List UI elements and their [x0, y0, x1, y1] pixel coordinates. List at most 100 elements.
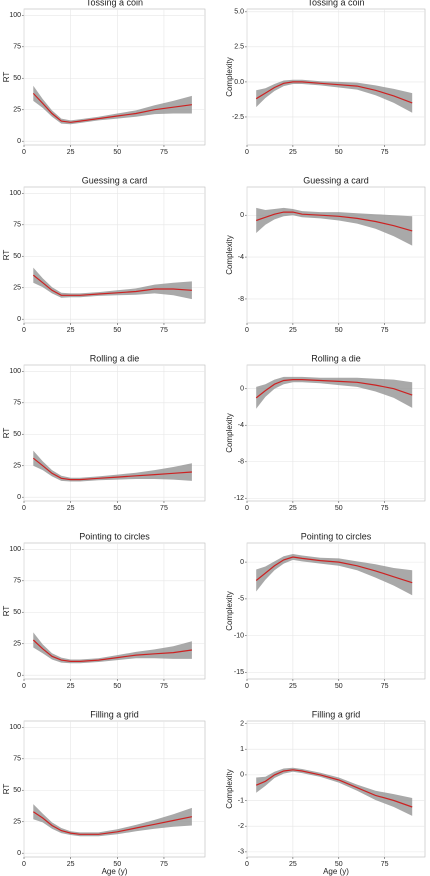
y-axis-label: Complexity: [225, 57, 234, 97]
x-tick-label: 50: [113, 149, 121, 156]
plot-frame: [23, 186, 206, 324]
y-tick-label: -8: [238, 296, 244, 303]
confidence-band: [33, 450, 192, 482]
y-tick-label: -2: [238, 823, 244, 830]
y-tick-label: 100: [9, 546, 21, 553]
y-tick-label: 0: [240, 212, 244, 219]
y-tick-label: 25: [13, 463, 21, 470]
x-tick-label: 25: [289, 149, 297, 156]
fit-line: [255, 379, 413, 399]
y-tick-label: 75: [13, 756, 21, 763]
x-tick-label: 25: [67, 505, 75, 512]
y-tick-label: 75: [13, 44, 21, 51]
y-tick-label: -3: [238, 849, 244, 856]
plot-frame: [246, 8, 426, 146]
y-tick-label: 0: [17, 316, 21, 323]
panel-title: Rolling a die: [90, 353, 140, 363]
y-tick-label: 25: [13, 285, 21, 292]
plot-frame: [23, 720, 206, 858]
y-tick-label: 100: [9, 368, 21, 375]
y-axis-label: Complexity: [225, 769, 234, 809]
x-tick-label: 0: [22, 861, 26, 868]
y-tick-label: -12: [234, 495, 244, 502]
x-axis-label: Age (y): [323, 867, 349, 876]
fit-line: [256, 211, 413, 232]
y-axis-label: Complexity: [225, 235, 234, 275]
y-axis-label: RT: [2, 784, 11, 795]
y-tick-label: 2: [240, 720, 244, 727]
panel-title: Pointing to circles: [301, 531, 372, 541]
y-tick-label: -4: [238, 422, 244, 429]
confidence-band: [256, 79, 413, 113]
y-tick-label: -8: [238, 459, 244, 466]
plot-frame: [23, 364, 206, 502]
panel-title: Rolling a die: [311, 353, 361, 363]
fit-line: [32, 457, 192, 481]
y-tick-label: 0: [240, 772, 244, 779]
y-tick-label: 0: [17, 138, 21, 145]
fit-line: [32, 92, 192, 123]
panel-title: Filling a grid: [90, 709, 139, 719]
x-tick-label: 50: [113, 861, 121, 868]
x-tick-label: 75: [160, 327, 168, 334]
x-tick-label: 0: [245, 505, 249, 512]
y-axis-label: Complexity: [225, 413, 234, 453]
y-tick-label: 75: [13, 222, 21, 229]
y-tick-label: 1: [240, 746, 244, 753]
y-tick-label: 50: [13, 787, 21, 794]
confidence-band: [256, 554, 413, 596]
x-tick-label: 25: [289, 327, 297, 334]
y-tick-label: 50: [13, 75, 21, 82]
fit-line: [255, 769, 413, 808]
panel-title: Tossing a coin: [86, 0, 143, 7]
y-tick-label: 100: [9, 12, 21, 19]
x-tick-label: 75: [381, 149, 389, 156]
x-tick-label: 50: [335, 861, 343, 868]
x-tick-label: 50: [113, 505, 121, 512]
plot-frame: [246, 720, 426, 858]
y-tick-label: 0: [240, 559, 244, 566]
x-tick-label: 25: [67, 149, 75, 156]
panel-title: Pointing to circles: [79, 531, 150, 541]
x-axis-label: Age (y): [102, 867, 128, 876]
y-axis-label: RT: [2, 72, 11, 83]
x-tick-label: 75: [381, 327, 389, 334]
x-tick-label: 0: [22, 683, 26, 690]
y-tick-label: 0: [17, 494, 21, 501]
panel-title: Guessing a card: [303, 175, 369, 185]
y-axis-label: RT: [2, 606, 11, 617]
x-tick-label: 0: [22, 505, 26, 512]
x-tick-label: 25: [67, 861, 75, 868]
plot-frame: [23, 8, 206, 146]
plot-frame: [246, 186, 426, 324]
x-tick-label: 50: [335, 327, 343, 334]
y-tick-label: -5: [238, 596, 244, 603]
y-tick-label: -1: [238, 797, 244, 804]
y-tick-label: -10: [234, 632, 244, 639]
y-tick-label: 0.0: [234, 79, 244, 86]
x-tick-label: 75: [381, 505, 389, 512]
x-tick-label: 25: [289, 505, 297, 512]
x-tick-label: 0: [22, 149, 26, 156]
y-tick-label: 50: [13, 253, 21, 260]
x-tick-label: 0: [22, 327, 26, 334]
x-tick-label: 50: [113, 327, 121, 334]
x-tick-label: 50: [113, 683, 121, 690]
fit-line: [32, 274, 192, 296]
fit-line: [32, 811, 193, 835]
x-tick-label: 25: [289, 683, 297, 690]
y-tick-label: -2.5: [232, 114, 244, 121]
x-tick-label: 50: [335, 149, 343, 156]
y-tick-label: 2.5: [234, 44, 244, 51]
x-tick-label: 50: [335, 683, 343, 690]
fit-line: [255, 556, 413, 584]
fit-line: [255, 81, 413, 104]
y-tick-label: 75: [13, 400, 21, 407]
y-tick-label: -15: [234, 669, 244, 676]
x-tick-label: 75: [160, 861, 168, 868]
y-tick-label: 25: [13, 641, 21, 648]
confidence-band: [256, 767, 413, 816]
y-tick-label: 100: [9, 724, 21, 731]
panel-title: Tossing a coin: [307, 0, 364, 7]
